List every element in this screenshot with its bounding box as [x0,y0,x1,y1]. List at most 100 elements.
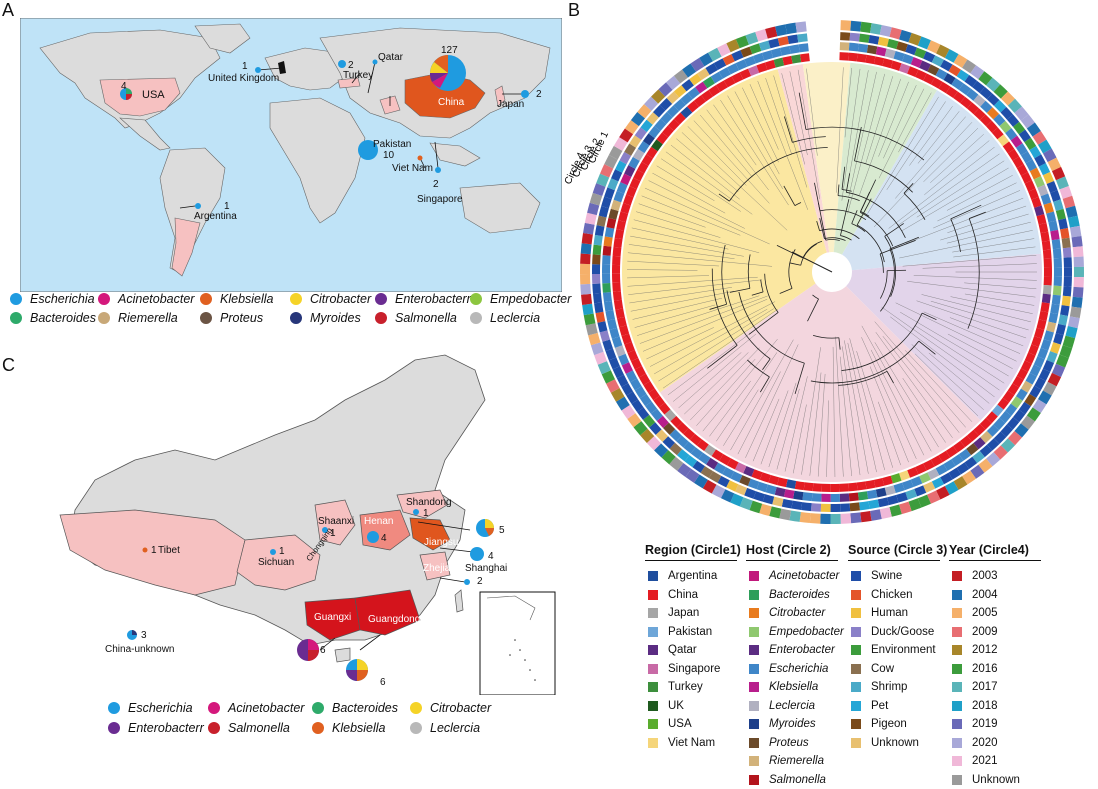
legend-b-swatch [749,775,759,785]
circle-1-ring-segment [616,220,626,230]
legend-b-label: Human [871,607,908,619]
legend-a-marker [375,312,387,324]
label-shandong: Shandong [406,497,452,508]
legend-b-label: Pet [871,700,888,712]
circle-2-ring-segment [602,255,610,265]
legend-b-label: Swine [871,570,902,582]
circle-3-ring-segment [597,216,607,227]
legend-b-swatch [749,571,759,581]
circle-1-ring-segment [865,55,875,64]
legend-a-marker [375,293,387,305]
circle-1-ring-segment [795,481,805,490]
legend-b-label: Salmonella [769,774,826,786]
circle-2-ring-segment [849,43,859,52]
circle-1-ring-segment [614,300,623,310]
circle-4-ring-segment [810,513,821,524]
circle-2-ring-segment [1050,230,1059,240]
circle-1-ring-segment [865,480,875,489]
legend-a-item: Escherichia [10,292,95,306]
legend-c-item: Bacteroides [312,701,398,715]
circle-2-ring-segment [1053,248,1062,258]
circle-4-ring-segment [795,21,806,32]
legend-b-label: Duck/Goose [871,626,934,638]
circle-1-ring-segment [612,256,620,265]
circle-1-ring-segment [786,479,796,489]
legend-c-marker [208,722,220,734]
circle-4-ring-segment [860,22,871,33]
label-tibet: Tibet [158,545,180,556]
label-zhejiang-count: 2 [477,576,483,587]
legend-b-item: Acinetobacter [749,567,844,586]
legend-a-item: Riemerella [98,311,178,325]
legend-b-swatch [749,608,759,618]
world-map [20,18,562,292]
circle-1-ring-segment [612,265,620,274]
legend-b-swatch [851,682,861,692]
label-japan: Japan [497,99,524,110]
circle-1-ring-segment [1040,302,1049,312]
circle-1-ring-segment [612,282,621,291]
circle-1-ring-segment [1042,294,1051,304]
label-henan: Henan [364,516,393,527]
legend-b-swatch [648,719,658,729]
legend-c-label: Klebsiella [332,721,386,735]
legend-b-item: Pigeon [851,715,936,734]
legend-b-item: Turkey [648,678,720,697]
legend-b-item: Duck/Goose [851,623,936,642]
circle-3-ring-segment [1062,238,1071,249]
legend-b-item: Singapore [648,660,720,679]
circle-3-ring-segment [594,302,603,313]
circle-2-ring-segment [1053,286,1062,296]
circle-2-ring-segment [867,490,878,500]
circle-1-ring-segment [782,56,792,66]
legend-c-label: Enterobacterr [128,721,204,735]
circle-2-ring-segment [789,44,799,53]
circle-4-ring-segment [581,243,592,254]
legend-c-item: Citrobacter [410,701,491,715]
legend-a-label: Empedobacter [490,292,571,306]
circle-3-ring-segment [1062,296,1071,307]
circle-3-ring-segment [850,33,860,42]
legend-b-item: Escherichia [749,660,844,679]
legend-a-label: Riemerella [118,311,178,325]
circle-3-ring-segment [811,503,821,512]
legend-b-label: Viet Nam [668,737,715,749]
circle-3-ring-segment [878,497,889,507]
legend-a-label: Salmonella [395,311,457,325]
legend-b-item: 2004 [952,586,1020,605]
legend-b-label: Argentina [668,570,717,582]
circle-4-ring-segment [581,294,592,305]
zhejiang-dot [464,579,470,585]
circle-4-ring-segment [785,23,797,35]
legend-c-marker [410,702,422,714]
circle-4-ring-segment [840,20,851,31]
legend-b-item: 2020 [952,734,1020,753]
legend-b-title-region: Region (Circle1) [645,543,741,557]
legend-c-label: Leclercia [430,721,480,735]
legend-b-swatch [648,627,658,637]
legend-b-swatch [749,590,759,600]
circle-4-ring-segment [582,233,593,244]
circle-2-ring-segment [775,487,786,497]
legend-b-item: 2019 [952,715,1020,734]
legend-b-swatch [952,701,962,711]
legend-b-swatch [648,608,658,618]
legend-b-swatch [851,571,861,581]
label-singapore: Singapore [417,194,463,205]
circle-2-ring-segment [784,489,795,499]
legend-b-label: Bacteroides [769,589,830,601]
legend-b-label: Unknown [871,737,919,749]
circle-1-ring-segment [800,53,810,62]
circle-3-ring-segment [596,312,606,323]
legend-b-label: Qatar [668,644,697,656]
legend-b-swatch [648,701,658,711]
legend-b-swatch [749,664,759,674]
circle-2-ring-segment [604,301,613,311]
circle-3-ring-segment [868,499,879,509]
circle-1-ring-segment [613,247,622,257]
china-map [15,340,570,695]
circle-2-ring-segment [603,292,612,302]
legend-b-swatch [952,682,962,692]
